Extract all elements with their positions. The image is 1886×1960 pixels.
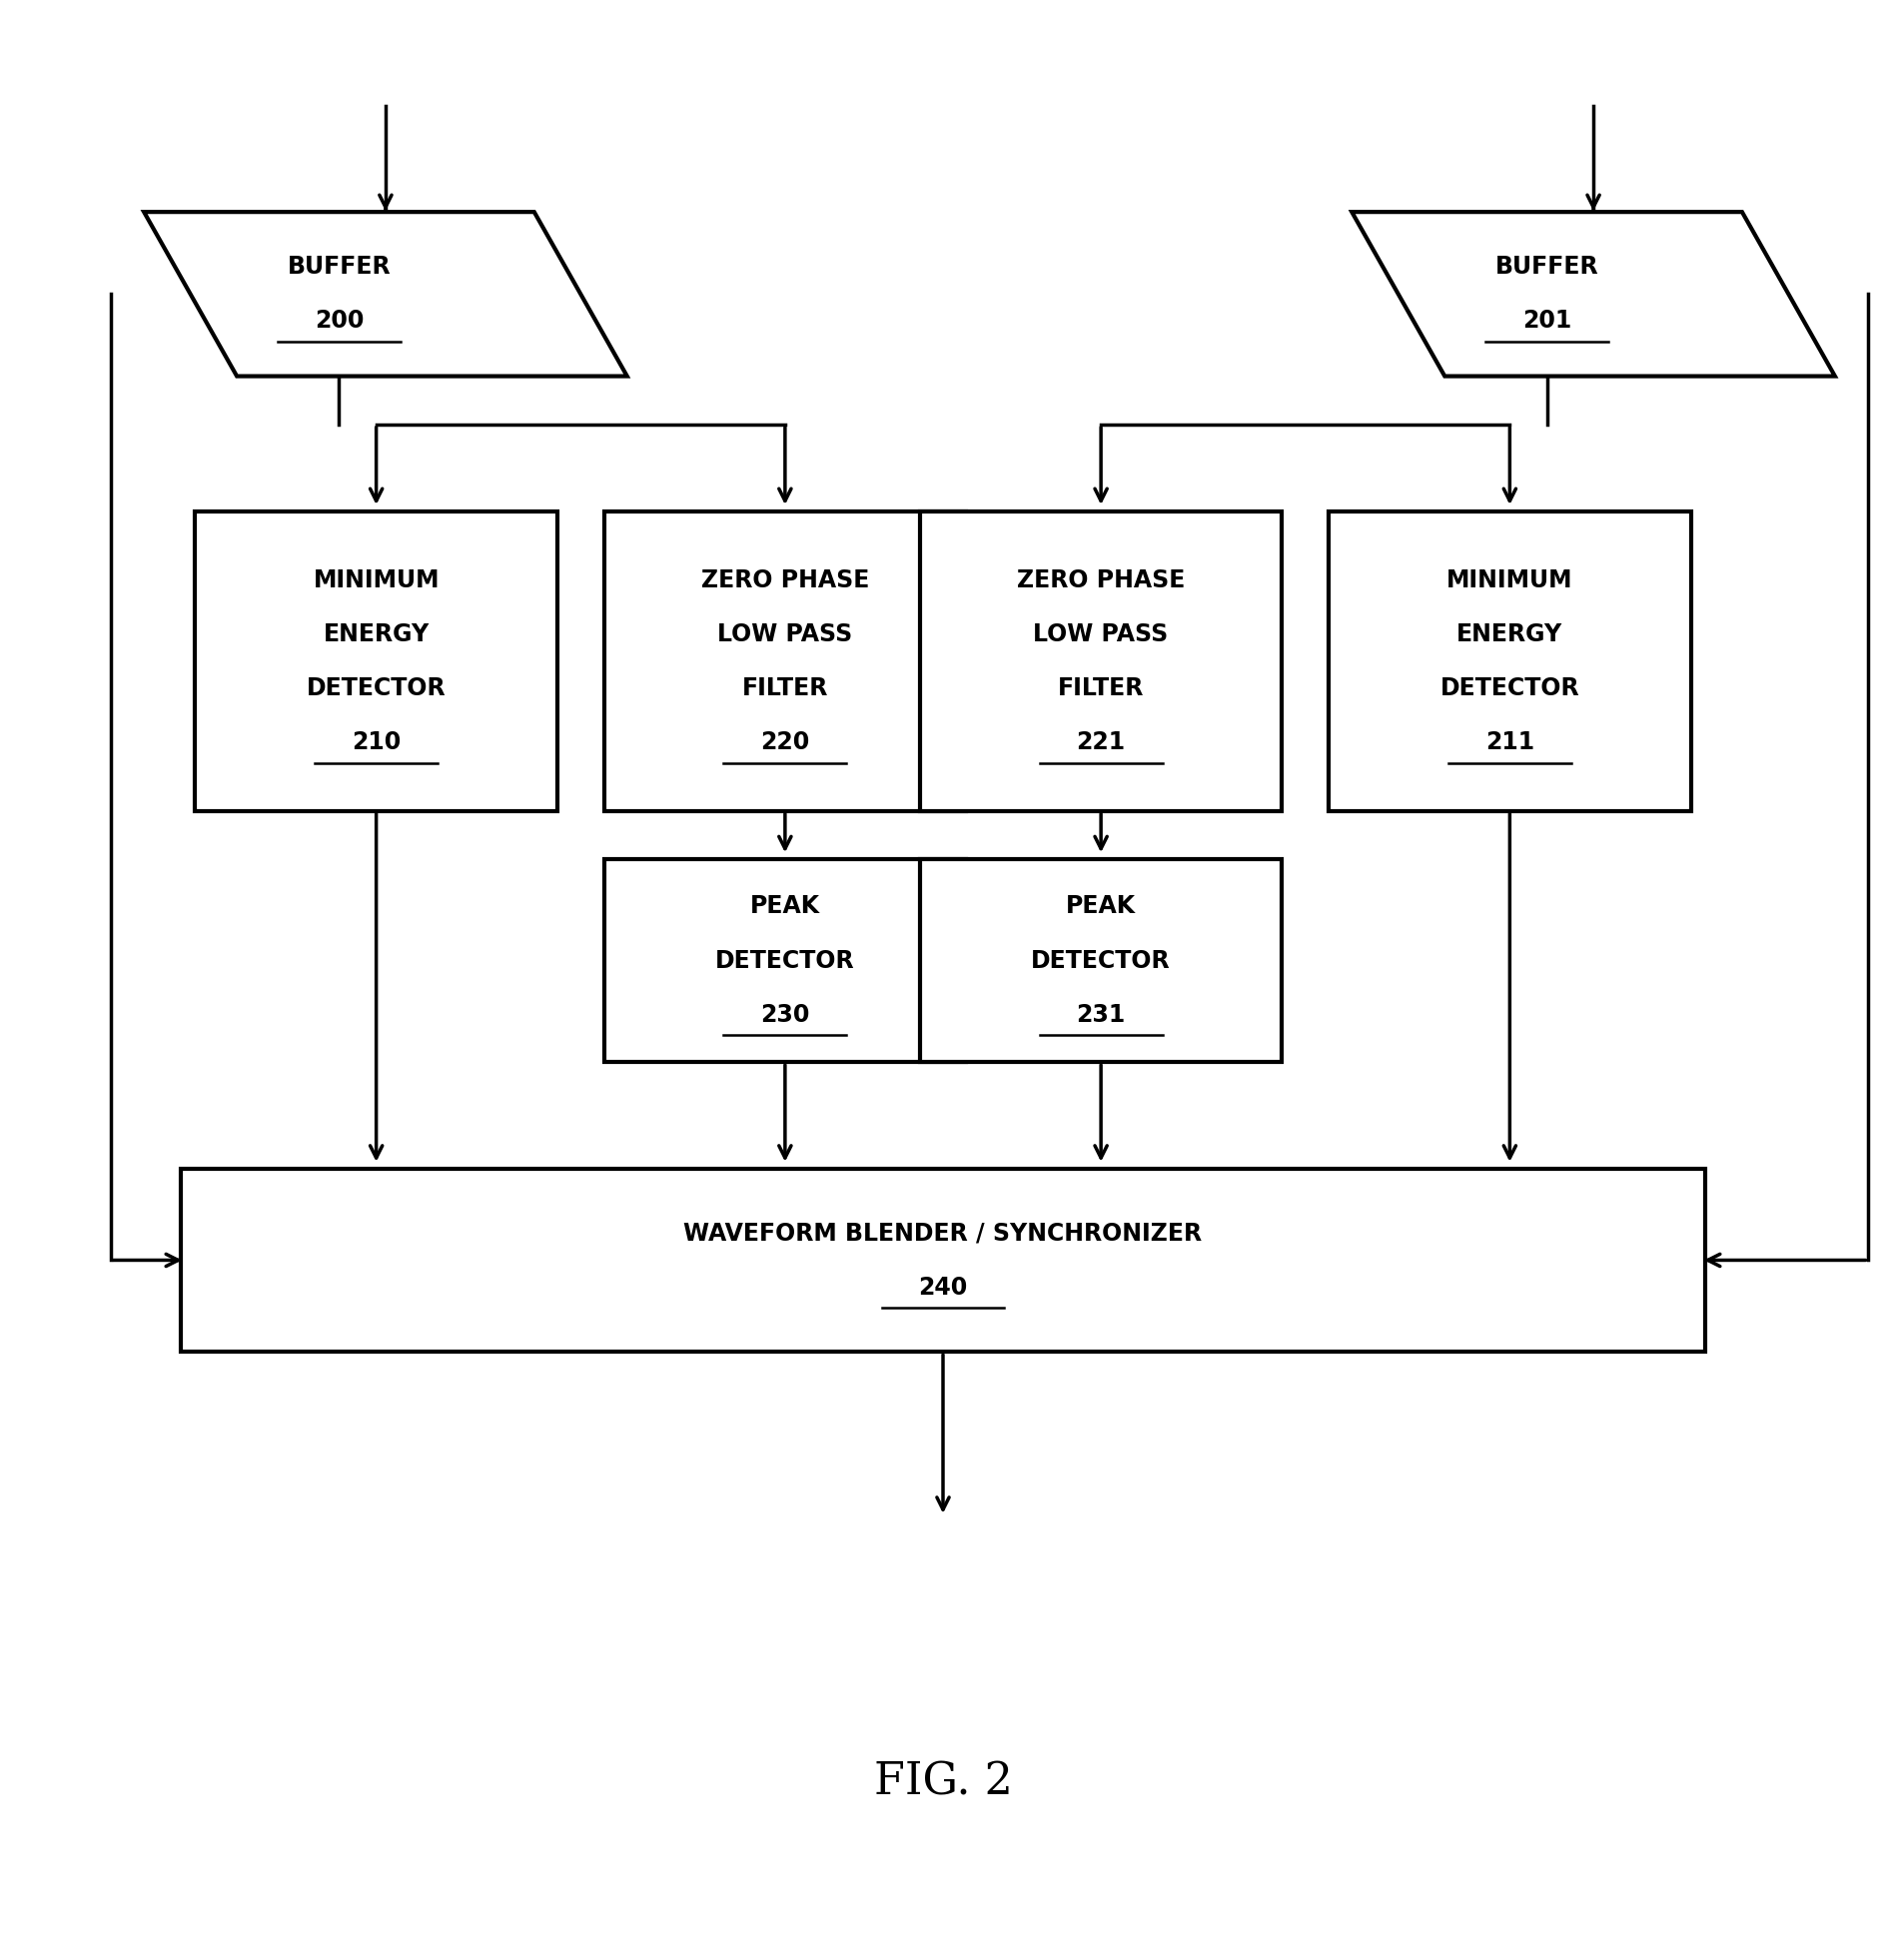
Polygon shape (1352, 212, 1835, 376)
Bar (604, 512, 966, 811)
Text: 230: 230 (760, 1004, 809, 1027)
Bar (920, 512, 1282, 811)
Text: DETECTOR: DETECTOR (1441, 676, 1579, 700)
Text: BUFFER: BUFFER (287, 255, 390, 278)
Bar (920, 858, 1282, 1062)
Text: 231: 231 (1077, 1004, 1126, 1027)
Text: 200: 200 (315, 310, 364, 333)
Bar (1328, 512, 1692, 811)
Text: MINIMUM: MINIMUM (313, 568, 439, 592)
Text: PEAK: PEAK (751, 894, 820, 919)
Text: FILTER: FILTER (1058, 676, 1145, 700)
Text: LOW PASS: LOW PASS (717, 621, 852, 647)
Text: ENERGY: ENERGY (323, 621, 430, 647)
Text: BUFFER: BUFFER (1496, 255, 1599, 278)
Text: ZERO PHASE: ZERO PHASE (702, 568, 869, 592)
Text: DETECTOR: DETECTOR (715, 949, 854, 972)
Text: 240: 240 (918, 1276, 968, 1299)
Text: PEAK: PEAK (1066, 894, 1135, 919)
Text: WAVEFORM BLENDER / SYNCHRONIZER: WAVEFORM BLENDER / SYNCHRONIZER (685, 1221, 1201, 1245)
Bar (194, 512, 558, 811)
Text: MINIMUM: MINIMUM (1447, 568, 1573, 592)
Text: 211: 211 (1486, 731, 1535, 755)
Text: 210: 210 (351, 731, 402, 755)
Text: 220: 220 (760, 731, 809, 755)
Text: LOW PASS: LOW PASS (1034, 621, 1169, 647)
Text: DETECTOR: DETECTOR (307, 676, 445, 700)
Text: 221: 221 (1077, 731, 1126, 755)
Text: FILTER: FILTER (741, 676, 828, 700)
Text: ZERO PHASE: ZERO PHASE (1017, 568, 1184, 592)
Text: FIG. 2: FIG. 2 (873, 1760, 1013, 1803)
Text: 201: 201 (1522, 310, 1571, 333)
Bar (181, 1168, 1705, 1352)
Text: ENERGY: ENERGY (1456, 621, 1563, 647)
Polygon shape (143, 212, 628, 376)
Bar (604, 858, 966, 1062)
Text: DETECTOR: DETECTOR (1032, 949, 1171, 972)
